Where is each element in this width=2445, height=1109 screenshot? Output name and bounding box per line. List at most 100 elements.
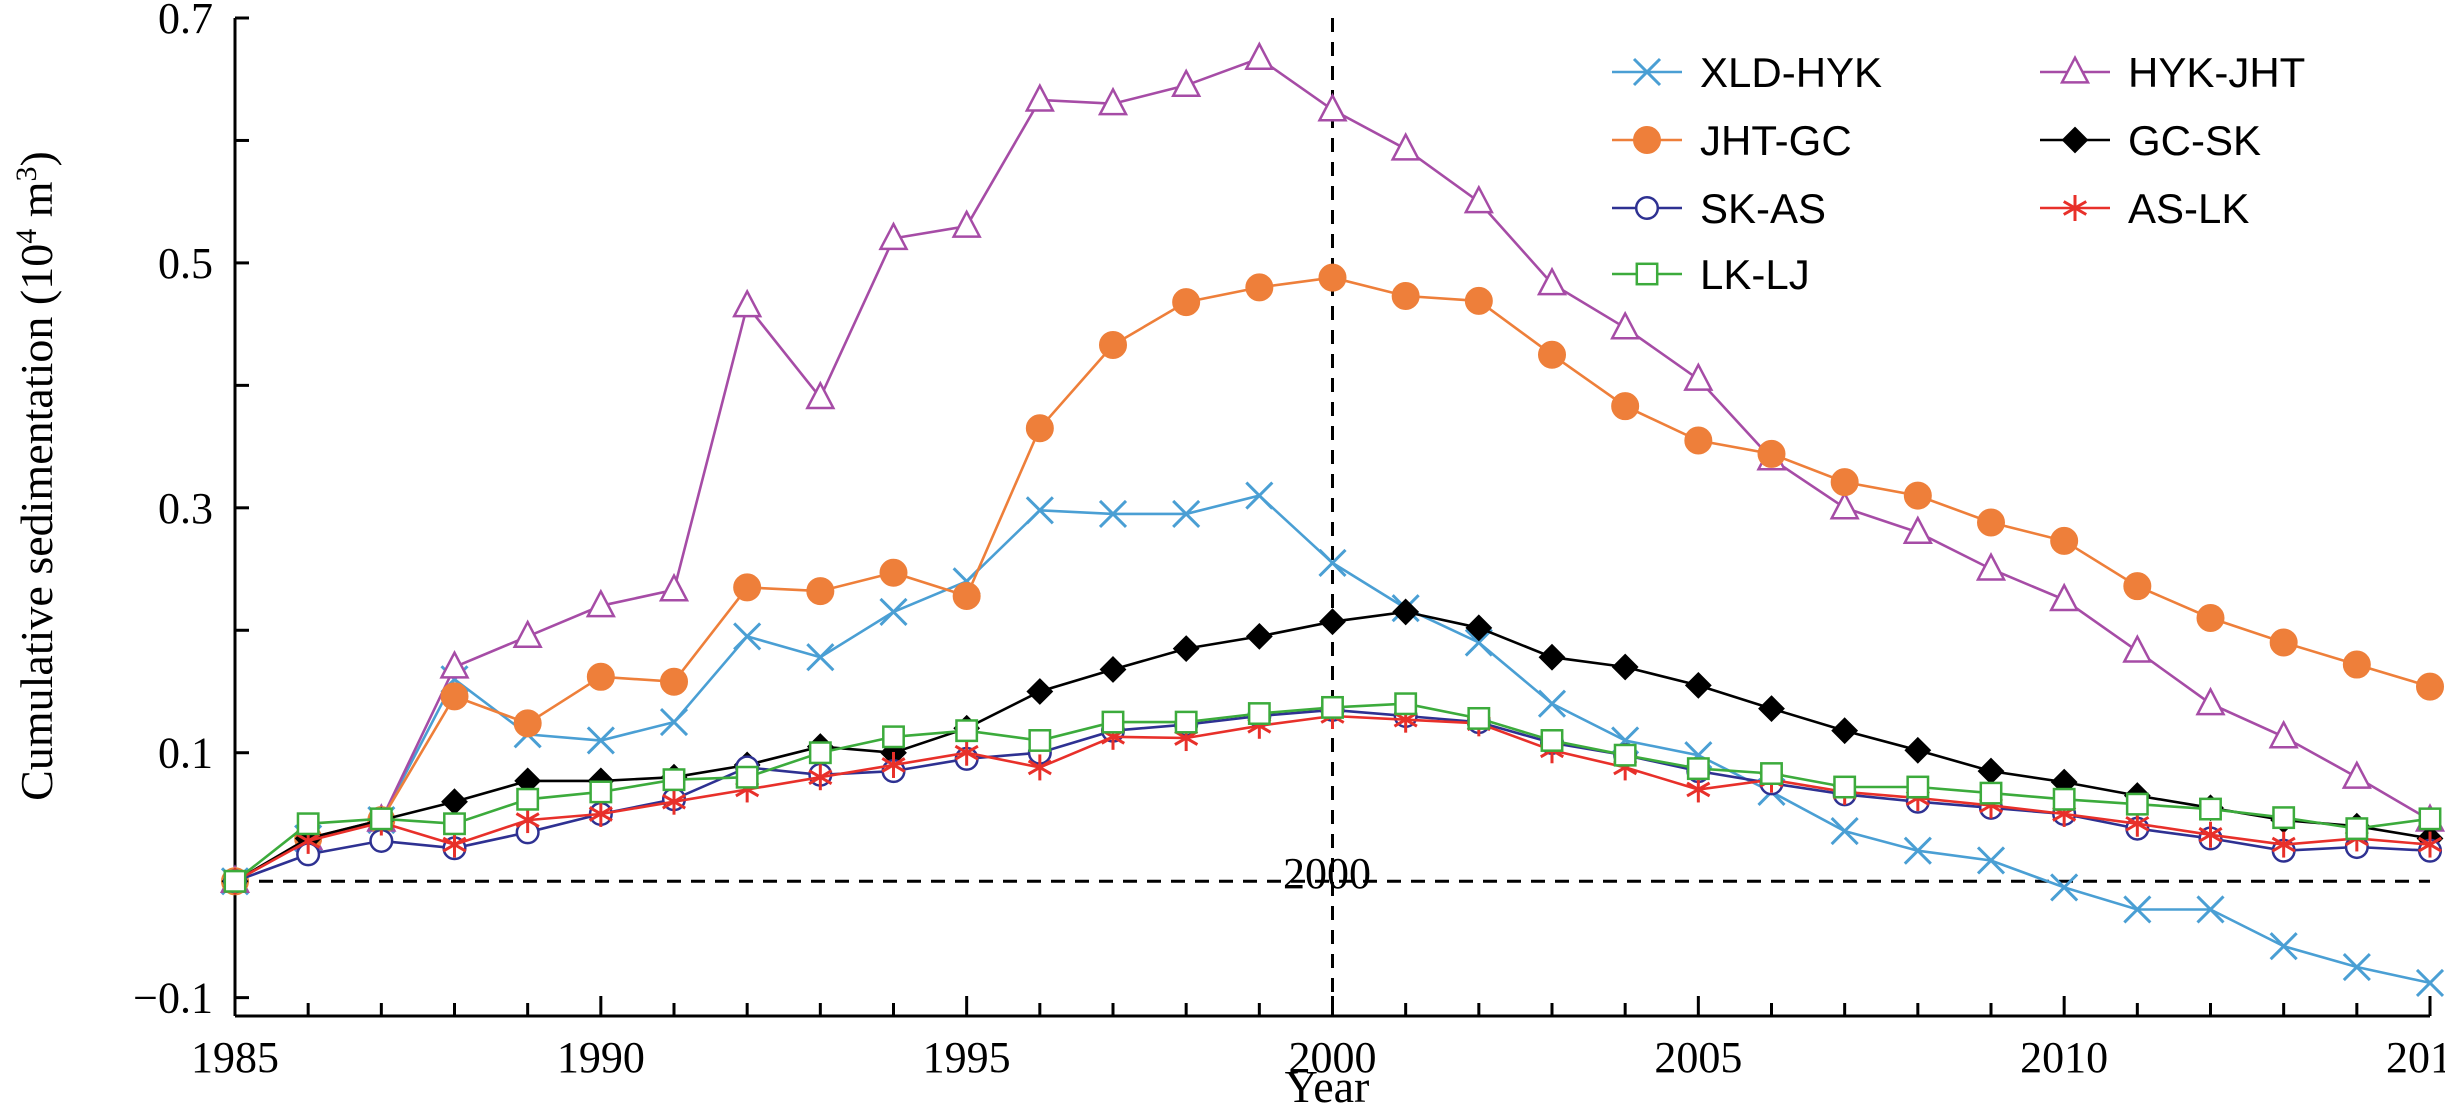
data-point-lk-lj — [443, 812, 466, 836]
data-point-gc-sk — [1758, 695, 1785, 723]
data-point-jht-gc — [1464, 286, 1493, 315]
x-tick-label: 1990 — [557, 1033, 645, 1082]
marker-stroke — [586, 726, 615, 755]
axis-titles: Year Cumulative sedimentation (104 m3) — [10, 151, 1370, 1109]
data-point-lk-lj — [2125, 792, 2149, 816]
legend-entry-hyk-jht: HYK-JHT — [2040, 49, 2305, 96]
data-point-hyk-jht — [2049, 582, 2080, 612]
data-point-lk-lj — [808, 741, 832, 765]
data-point-xld-hyk — [1537, 689, 1567, 718]
data-point-hyk-jht — [1097, 86, 1129, 116]
marker-stroke — [1464, 628, 1493, 657]
y-axis-title: Cumulative sedimentation (104 m3) — [10, 151, 63, 801]
legend-marker — [2059, 55, 2091, 84]
data-point-xld-hyk — [1172, 499, 1201, 528]
legend-entry-xld-hyk: XLD-HYK — [1612, 49, 1882, 96]
marker-stroke — [1537, 689, 1567, 718]
marker-stroke — [2125, 815, 2150, 832]
data-point-as-lk — [1686, 776, 1711, 803]
data-point-xld-hyk — [806, 643, 835, 672]
legend-marker — [1633, 126, 1661, 154]
data-point-gc-sk — [1684, 671, 1712, 699]
marker-stroke — [2415, 968, 2445, 997]
data-point-gc-sk — [1392, 598, 1420, 626]
data-point-lk-lj — [1979, 781, 2003, 805]
data-point-as-lk — [661, 788, 687, 815]
data-point-hyk-jht — [1463, 184, 1494, 214]
data-point-jht-gc — [2342, 650, 2371, 679]
data-point-jht-gc — [660, 667, 688, 696]
data-point-hyk-jht — [1171, 68, 1202, 97]
data-point-jht-gc — [806, 577, 835, 606]
data-point-lk-lj — [589, 780, 613, 804]
marker-stroke — [2050, 873, 2079, 902]
data-point-lk-lj — [1394, 692, 1418, 716]
marker-stroke — [1245, 481, 1274, 510]
data-point-lk-lj — [2272, 806, 2296, 830]
data-point-lk-lj — [2199, 797, 2222, 821]
data-point-jht-gc — [1977, 508, 2005, 537]
series-lk-lj — [223, 692, 2442, 893]
data-point-hyk-jht — [2195, 686, 2226, 716]
data-point-xld-hyk — [1830, 817, 1859, 846]
data-point-jht-gc — [2123, 572, 2152, 601]
data-point-as-lk — [881, 751, 906, 778]
data-point-hyk-jht — [951, 209, 982, 238]
data-point-jht-gc — [2416, 672, 2444, 701]
data-point-lk-lj — [882, 725, 905, 749]
x-axis-title: Year — [1285, 1061, 1370, 1109]
data-point-gc-sk — [1538, 643, 1566, 671]
data-point-hyk-jht — [1829, 490, 1860, 520]
marker-stroke — [1976, 846, 2006, 875]
marker-stroke — [2342, 952, 2371, 982]
marker-stroke — [1830, 817, 1859, 846]
data-point-hyk-jht — [805, 380, 836, 410]
data-point-lk-lj — [2418, 807, 2442, 831]
data-point-as-lk — [954, 739, 979, 766]
data-point-hyk-jht — [1683, 362, 1714, 391]
data-point-lk-lj — [1174, 710, 1198, 734]
legend-entry-as-lk: AS-LK — [2040, 185, 2249, 232]
data-point-lk-lj — [1833, 775, 1857, 799]
data-point-as-lk — [2271, 831, 2296, 858]
marker-stroke — [806, 643, 835, 672]
marker-stroke — [2196, 895, 2225, 924]
data-point-jht-gc — [440, 682, 469, 711]
data-point-gc-sk — [1099, 656, 1127, 683]
data-point-gc-sk — [1977, 757, 2005, 785]
y-axis-title-main: Cumulative sedimentation (10 — [11, 244, 62, 801]
data-point-xld-hyk — [1976, 846, 2006, 875]
data-point-lk-lj — [1321, 695, 1344, 719]
data-point-xld-hyk — [586, 726, 615, 755]
data-point-jht-gc — [2050, 526, 2079, 555]
year-2000-annotation: 2000 — [1283, 849, 1371, 898]
data-point-xld-hyk — [2269, 932, 2298, 961]
marker-stroke — [515, 812, 540, 828]
data-point-jht-gc — [1318, 263, 1347, 292]
data-point-hyk-jht — [2122, 634, 2153, 663]
data-point-hyk-jht — [585, 588, 616, 618]
data-point-xld-hyk — [1318, 548, 1347, 577]
data-point-jht-gc — [1757, 439, 1786, 468]
legend-label-xld-hyk: XLD-HYK — [1700, 49, 1882, 96]
data-point-xld-hyk — [1464, 628, 1493, 657]
marker-stroke — [1027, 759, 1052, 776]
data-point-hyk-jht — [658, 572, 690, 602]
data-point-lk-lj — [1028, 729, 1052, 752]
marker-stroke — [808, 769, 833, 786]
series-hyk-jht — [219, 41, 2445, 893]
series-line-hyk-jht — [234, 56, 2431, 883]
data-point-lk-lj — [516, 787, 540, 811]
data-point-hyk-jht — [732, 288, 763, 318]
marker-stroke — [879, 597, 908, 626]
marker-stroke — [733, 622, 762, 651]
y-tick-label: 0.3 — [158, 484, 213, 533]
legend-label-jht-gc: JHT-GC — [1700, 117, 1852, 164]
data-point-jht-gc — [2196, 604, 2225, 633]
marker-stroke — [1098, 499, 1128, 528]
data-point-lk-lj — [1686, 757, 1710, 781]
marker-stroke — [1393, 711, 1418, 728]
data-point-xld-hyk — [1098, 499, 1128, 528]
marker-stroke — [954, 744, 979, 761]
